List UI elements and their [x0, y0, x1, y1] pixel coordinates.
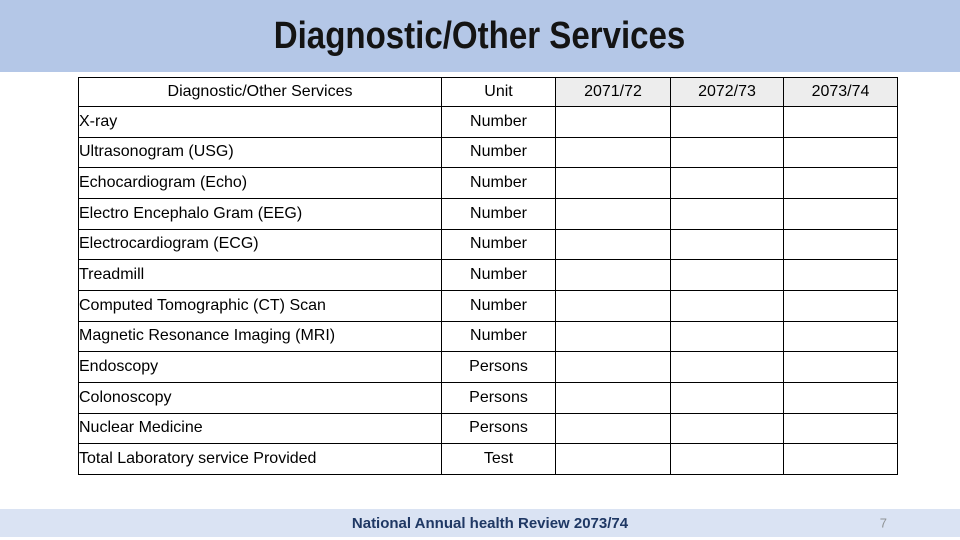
value-cell	[670, 167, 784, 199]
value-cell	[670, 351, 784, 383]
table-row: Endoscopy Persons	[78, 351, 898, 383]
footer-text: National Annual health Review 2073/74	[351, 514, 629, 532]
table-row: Electrocardiogram (ECG) Number	[78, 228, 898, 261]
service-label: Colonoscopy	[78, 381, 442, 414]
unit-label: Number	[441, 136, 556, 169]
column-header-year-2072-73: 2072/73	[670, 77, 784, 107]
value-cell	[783, 259, 898, 291]
value-cell	[783, 167, 898, 199]
unit-label: Persons	[441, 412, 556, 445]
title-banner: Diagnostic/Other Services	[0, 0, 960, 72]
service-label: Total Laboratory service Provided	[78, 443, 442, 475]
value-cell	[783, 412, 898, 445]
value-cell	[670, 106, 784, 138]
value-cell	[555, 289, 671, 322]
unit-label: Test	[441, 443, 556, 475]
value-cell	[670, 289, 784, 322]
page-number: 7	[879, 515, 887, 531]
column-header-year-2071-72: 2071/72	[555, 77, 671, 107]
value-cell	[783, 381, 898, 414]
value-cell	[783, 289, 898, 322]
value-cell	[783, 351, 898, 383]
value-cell	[555, 136, 671, 169]
value-cell	[555, 228, 671, 261]
service-label: X-ray	[78, 106, 442, 138]
value-cell	[670, 381, 784, 414]
table-row: Magnetic Resonance Imaging (MRI) Number	[78, 320, 898, 353]
value-cell	[555, 351, 671, 383]
value-cell	[555, 167, 671, 199]
value-cell	[670, 197, 784, 230]
table-row: Nuclear Medicine Persons	[78, 412, 898, 445]
service-label: Magnetic Resonance Imaging (MRI)	[78, 320, 442, 353]
value-cell	[555, 320, 671, 353]
value-cell	[783, 320, 898, 353]
value-cell	[670, 228, 784, 261]
table-row: Ultrasonogram (USG) Number	[78, 136, 898, 169]
unit-label: Persons	[441, 381, 556, 414]
value-cell	[670, 136, 784, 169]
table-row: Treadmill Number	[78, 259, 898, 291]
table-row: Total Laboratory service Provided Test	[78, 443, 898, 475]
value-cell	[670, 443, 784, 475]
unit-label: Number	[441, 289, 556, 322]
table-row: Echocardiogram (Echo) Number	[78, 167, 898, 199]
value-cell	[783, 443, 898, 475]
unit-label: Number	[441, 167, 556, 199]
value-cell	[670, 412, 784, 445]
service-label: Echocardiogram (Echo)	[78, 167, 442, 199]
unit-label: Number	[441, 320, 556, 353]
value-cell	[783, 106, 898, 138]
unit-label: Persons	[441, 351, 556, 383]
value-cell	[670, 259, 784, 291]
value-cell	[555, 106, 671, 138]
value-cell	[783, 197, 898, 230]
value-cell	[670, 320, 784, 353]
value-cell	[555, 259, 671, 291]
table-header-row: Diagnostic/Other Services Unit 2071/72 2…	[78, 77, 898, 107]
slide-title: Diagnostic/Other Services	[274, 14, 686, 57]
value-cell	[783, 136, 898, 169]
table-row: X-ray Number	[78, 106, 898, 138]
value-cell	[555, 412, 671, 445]
table-row: Computed Tomographic (CT) Scan Number	[78, 289, 898, 322]
value-cell	[555, 443, 671, 475]
footer-strip: National Annual health Review 2073/74 7	[0, 509, 960, 537]
service-label: Electrocardiogram (ECG)	[78, 228, 442, 261]
column-header-services: Diagnostic/Other Services	[78, 77, 442, 107]
table-row: Colonoscopy Persons	[78, 381, 898, 414]
unit-label: Number	[441, 228, 556, 261]
service-label: Computed Tomographic (CT) Scan	[78, 289, 442, 322]
value-cell	[783, 228, 898, 261]
column-header-unit: Unit	[441, 77, 556, 107]
column-header-year-2073-74: 2073/74	[783, 77, 898, 107]
unit-label: Number	[441, 106, 556, 138]
service-label: Endoscopy	[78, 351, 442, 383]
service-label: Nuclear Medicine	[78, 412, 442, 445]
table-row: Electro Encephalo Gram (EEG) Number	[78, 197, 898, 230]
value-cell	[555, 197, 671, 230]
value-cell	[555, 381, 671, 414]
service-label: Ultrasonogram (USG)	[78, 136, 442, 169]
service-label: Electro Encephalo Gram (EEG)	[78, 197, 442, 230]
unit-label: Number	[441, 197, 556, 230]
diagnostic-services-table: Diagnostic/Other Services Unit 2071/72 2…	[78, 77, 898, 475]
unit-label: Number	[441, 259, 556, 291]
service-label: Treadmill	[78, 259, 442, 291]
